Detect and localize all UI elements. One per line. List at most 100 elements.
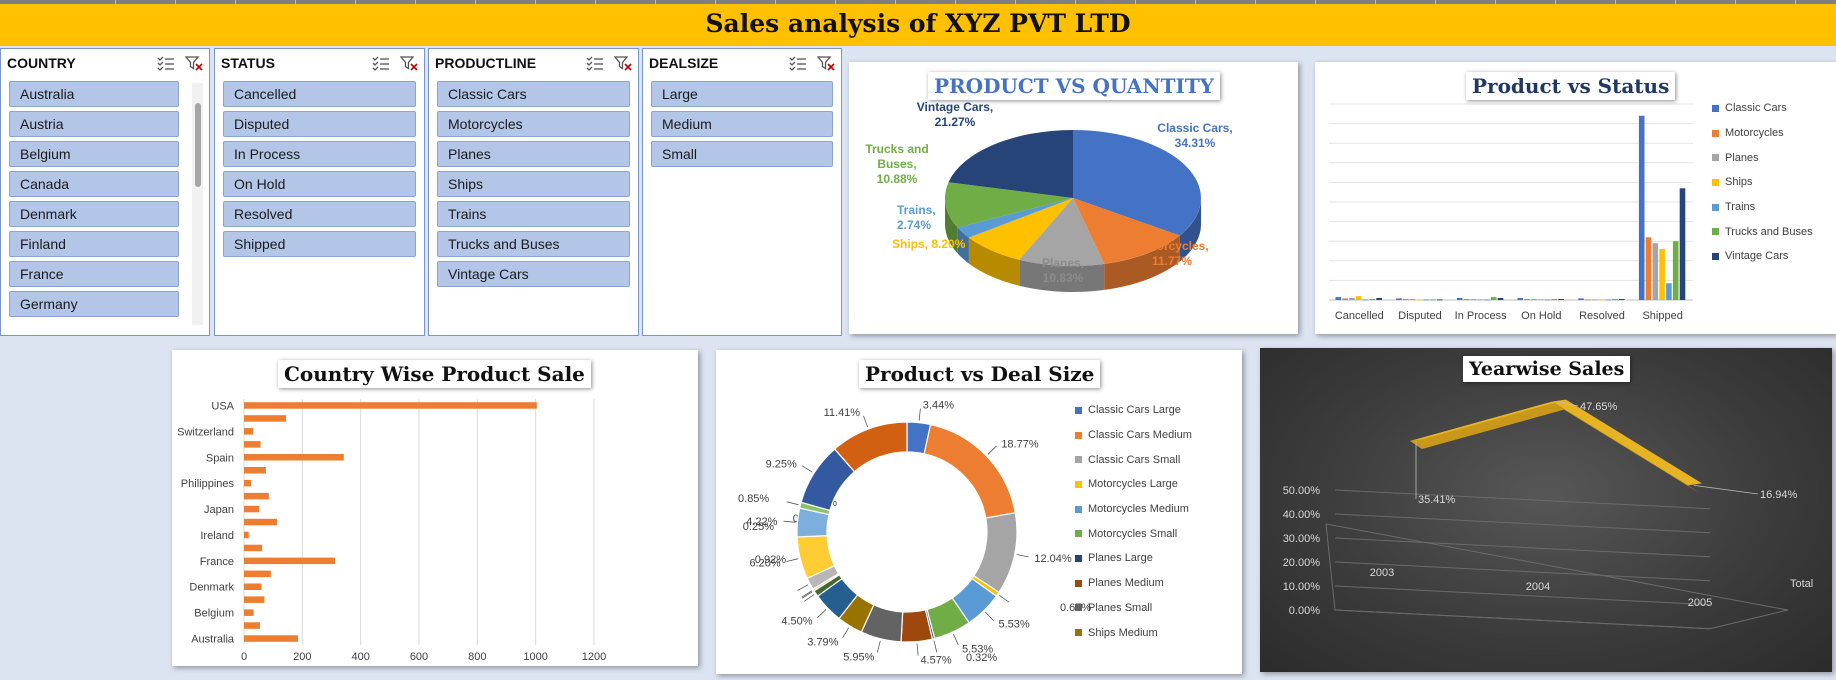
bar-ships-on-hold[interactable] bbox=[1537, 299, 1544, 300]
pie-side-classic-cars[interactable] bbox=[1179, 198, 1201, 262]
bar-trains-shipped[interactable] bbox=[1666, 283, 1672, 300]
bar-trucks-and-buses-shipped[interactable] bbox=[1672, 241, 1679, 300]
slicer-item-austria[interactable]: Austria bbox=[9, 111, 179, 137]
legend-item-motorcycles-small[interactable]: Motorcycles Small bbox=[1075, 521, 1192, 546]
slicer-item-cancelled[interactable]: Cancelled bbox=[223, 81, 416, 107]
bar-denmark[interactable] bbox=[244, 583, 262, 591]
bar-usa[interactable] bbox=[244, 402, 537, 409]
bar-ships-cancelled[interactable] bbox=[1355, 296, 1362, 300]
legend-item-planes-small[interactable]: Planes Small bbox=[1075, 596, 1192, 621]
pie-slice-motorcycles[interactable] bbox=[1073, 198, 1180, 264]
bar-classic-cars-in-process[interactable] bbox=[1456, 298, 1463, 300]
slicer-item-vintage-cars[interactable]: Vintage Cars bbox=[437, 261, 630, 287]
legend-item-planes[interactable]: Planes bbox=[1712, 145, 1813, 170]
bar-trucks-and-buses-on-hold[interactable] bbox=[1551, 299, 1558, 300]
pie-side-trains[interactable] bbox=[957, 227, 969, 264]
slicer-item-resolved[interactable]: Resolved bbox=[223, 201, 416, 227]
bar-vintage-cars-in-process[interactable] bbox=[1497, 298, 1504, 300]
bar-ships-shipped[interactable] bbox=[1659, 249, 1665, 300]
bar-motorcycles-resolved[interactable] bbox=[1585, 299, 1591, 301]
chart-country-wise-sale[interactable]: 0 200 400 600 800 1000 1200 Australia Belgium Den… bbox=[172, 350, 698, 666]
slicer-item-ships[interactable]: Ships bbox=[437, 171, 630, 197]
doughnut-slice-19[interactable] bbox=[833, 421, 908, 473]
slicer-item-trains[interactable]: Trains bbox=[437, 201, 630, 227]
chart-yearwise-sales[interactable]: 0.00% 10.00% 20.00% 30.00% 40.00% 50.00% 2003 2… bbox=[1260, 348, 1832, 672]
slicer-item-denmark[interactable]: Denmark bbox=[9, 201, 179, 227]
bar-belgium[interactable] bbox=[244, 609, 254, 616]
chart-product-vs-status[interactable]: Cancelled Disputed In Process On Hold Resolv… bbox=[1315, 62, 1836, 334]
legend-item-ships[interactable]: Ships bbox=[1712, 170, 1813, 195]
bar-motorcycles-disputed[interactable] bbox=[1403, 299, 1409, 300]
pie-slice-trains[interactable] bbox=[957, 198, 1073, 238]
legend-item-classic-cars-medium[interactable]: Classic Cars Medium bbox=[1075, 423, 1192, 448]
bar-spain[interactable] bbox=[244, 454, 344, 461]
bar-france[interactable] bbox=[244, 557, 335, 565]
legend-item-motorcycles[interactable]: Motorcycles bbox=[1712, 121, 1813, 146]
slicer-item-finland[interactable]: Finland bbox=[9, 231, 179, 257]
bar-vintage-cars-disputed[interactable] bbox=[1437, 299, 1443, 301]
bar-planes-resolved[interactable] bbox=[1591, 299, 1598, 301]
slicer-item-medium[interactable]: Medium bbox=[651, 111, 833, 137]
pie-side-ships[interactable] bbox=[968, 237, 1020, 286]
bar-trucks-and-buses-disputed[interactable] bbox=[1430, 299, 1436, 301]
legend-item-trains[interactable]: Trains bbox=[1712, 195, 1813, 220]
bar-ships-disputed[interactable] bbox=[1416, 299, 1423, 301]
legend-item-trucks-and-buses[interactable]: Trucks and Buses bbox=[1712, 219, 1813, 244]
bar-trucks-and-buses-resolved[interactable] bbox=[1612, 299, 1618, 300]
legend-item-ships-medium[interactable]: Ships Medium bbox=[1075, 620, 1192, 645]
bar-canada[interactable] bbox=[244, 596, 265, 603]
pie-slice-classic-cars[interactable] bbox=[1073, 130, 1201, 236]
bar-austria[interactable] bbox=[244, 622, 260, 629]
bar-japan[interactable] bbox=[244, 505, 260, 513]
bar-vintage-cars-shipped[interactable] bbox=[1679, 188, 1686, 300]
slicer-item-on-hold[interactable]: On Hold bbox=[223, 171, 416, 197]
slicer-item-shipped[interactable]: Shipped bbox=[223, 231, 416, 257]
bar-trains-resolved[interactable] bbox=[1605, 299, 1611, 301]
bar-motorcycles-on-hold[interactable] bbox=[1524, 299, 1530, 300]
bar-vintage-cars-resolved[interactable] bbox=[1619, 299, 1625, 300]
bar-ships-resolved[interactable] bbox=[1598, 299, 1605, 301]
pie-slice-vintage-cars[interactable] bbox=[948, 130, 1074, 198]
legend-item-planes-medium[interactable]: Planes Medium bbox=[1075, 571, 1192, 596]
pie-side-trucks-and-buses[interactable] bbox=[945, 198, 958, 254]
pie-slice-ships[interactable] bbox=[968, 198, 1073, 260]
clear-filter-icon[interactable] bbox=[175, 55, 203, 71]
chart-product-vs-deal-size[interactable]: 3.44%18.77%12.04%0.67%5.53%5.53%0.32%4.5… bbox=[716, 350, 1242, 674]
pie-slice-planes[interactable] bbox=[1019, 198, 1105, 266]
multi-select-icon[interactable] bbox=[779, 55, 807, 71]
bar-planes-in-process[interactable] bbox=[1470, 299, 1477, 300]
slicer-item-planes[interactable]: Planes bbox=[437, 141, 630, 167]
bar-finland[interactable] bbox=[244, 570, 271, 578]
line-ribbon-top[interactable] bbox=[1552, 399, 1702, 486]
bar-classic-cars-resolved[interactable] bbox=[1578, 298, 1584, 300]
bar-philippines[interactable] bbox=[244, 479, 251, 487]
legend-item-vintage-cars[interactable]: Vintage Cars bbox=[1712, 244, 1813, 269]
slicer-item-large[interactable]: Large bbox=[651, 81, 833, 107]
bar-trains-disputed[interactable] bbox=[1423, 299, 1429, 301]
slicer-country-scrollbar[interactable] bbox=[192, 83, 203, 325]
bar-switzerland[interactable] bbox=[244, 428, 253, 435]
legend-item-classic-cars-small[interactable]: Classic Cars Small bbox=[1075, 447, 1192, 472]
bar-trains-in-process[interactable] bbox=[1484, 299, 1490, 301]
bar-germany[interactable] bbox=[244, 544, 263, 552]
bar-planes-on-hold[interactable] bbox=[1531, 299, 1537, 300]
multi-select-icon[interactable] bbox=[147, 55, 175, 71]
slicer-item-disputed[interactable]: Disputed bbox=[223, 111, 416, 137]
bar-singapore[interactable] bbox=[244, 467, 266, 474]
slicer-item-classic-cars[interactable]: Classic Cars bbox=[437, 81, 630, 107]
pie-side-planes[interactable] bbox=[1019, 259, 1105, 292]
legend-item-motorcycles-large[interactable]: Motorcycles Large bbox=[1075, 472, 1192, 497]
bar-australia[interactable] bbox=[244, 635, 298, 642]
bar-planes-disputed[interactable] bbox=[1409, 299, 1416, 300]
bar-classic-cars-shipped[interactable] bbox=[1638, 115, 1645, 300]
bar-italy[interactable] bbox=[244, 518, 277, 526]
slicer-item-germany[interactable]: Germany bbox=[9, 291, 179, 317]
line-ribbon-top[interactable] bbox=[1410, 399, 1566, 442]
bar-vintage-cars-cancelled[interactable] bbox=[1376, 298, 1382, 300]
slicer-item-motorcycles[interactable]: Motorcycles bbox=[437, 111, 630, 137]
slicer-item-trucks-and-buses[interactable]: Trucks and Buses bbox=[437, 231, 630, 257]
legend-item-classic-cars[interactable]: Classic Cars bbox=[1712, 96, 1813, 121]
clear-filter-icon[interactable] bbox=[390, 55, 418, 71]
slicer-item-belgium[interactable]: Belgium bbox=[9, 141, 179, 167]
bar-trucks-and-buses-cancelled[interactable] bbox=[1369, 299, 1376, 300]
